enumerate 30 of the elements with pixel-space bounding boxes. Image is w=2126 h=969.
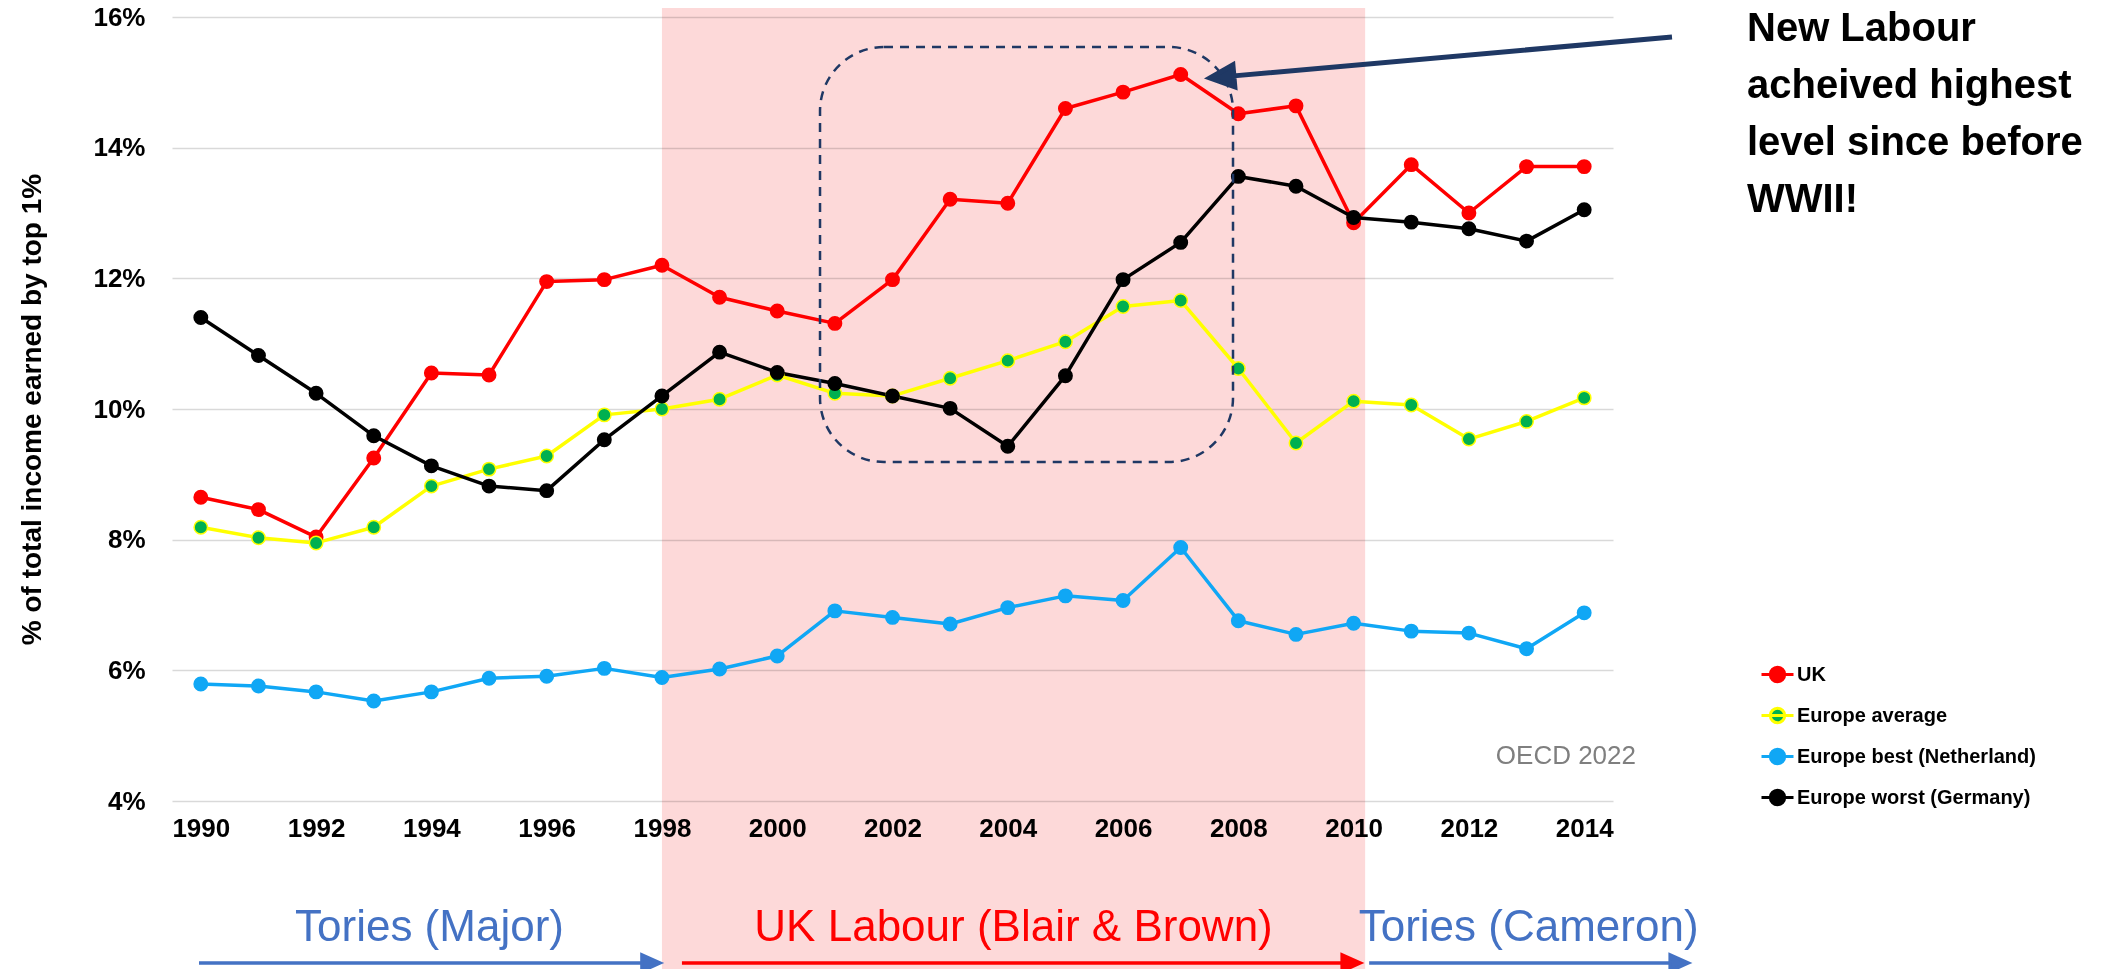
x-tick-label: 2014 [1555,812,1615,843]
legend-label: UK [1797,662,1827,685]
x-tick-label: 1990 [172,812,231,843]
legend-label: Europe average [1797,703,1948,726]
y-tick-label: 4% [107,785,146,816]
x-tick-label: 2006 [1094,812,1153,843]
text: New Labour acheived highest level since before WWII! [1747,5,2083,220]
x-tick-label: 1992 [287,812,346,843]
x-tick-label: 2008 [1209,812,1268,843]
band-label: UK Labour (Blair & Brown) [754,901,1273,950]
x-tick-label: 2010 [1325,812,1384,843]
text: Tories (Major) [295,901,564,950]
y-tick-label: 6% [107,654,146,685]
y-tick-label: 16% [93,1,146,32]
x-tick-label: 2000 [748,812,807,843]
y-axis-title: % of total income earned by top 1% [16,173,48,646]
x-tick-label: 1996 [518,812,577,843]
legend-label: Europe worst (Germany) [1797,785,2031,808]
x-tick-label: 1994 [402,812,462,843]
y-tick-label: 10% [93,393,146,424]
legend-label: Europe best (Netherland) [1797,744,2036,767]
x-tick-label: 2004 [979,812,1038,843]
y-tick-label: 14% [93,132,146,163]
text: Tories (Cameron) [1358,901,1699,950]
x-tick-label: 2012 [1440,812,1499,843]
x-tick-label: 1998 [633,812,692,843]
y-tick-label: 12% [93,262,146,293]
x-tick-label: 2002 [864,812,922,843]
annotation: OECD 2022 [1495,740,1636,770]
y-tick-label: 8% [107,524,146,555]
